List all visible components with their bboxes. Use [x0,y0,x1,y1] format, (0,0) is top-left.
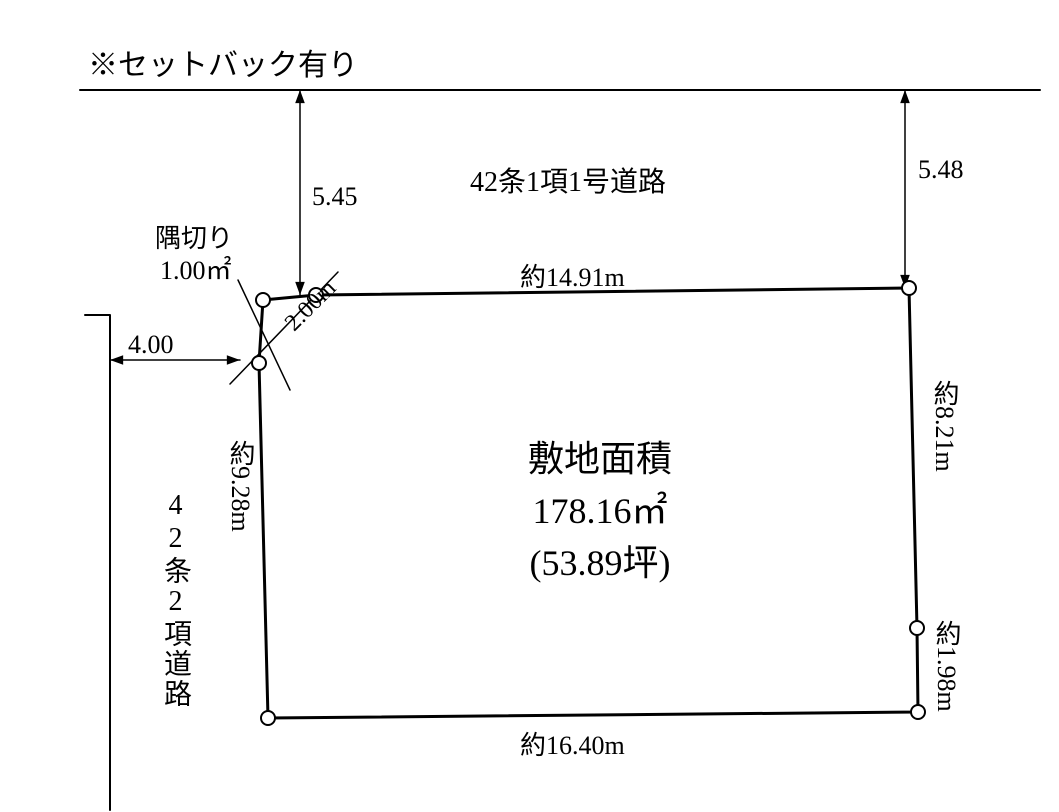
area-block: 敷地面積 178.16㎡ (53.89坪) [400,430,800,586]
area-tsubo: (53.89坪) [400,534,800,586]
corner-cut-area: 1.00㎡ [160,250,232,287]
dim-top-right: 5.48 [918,155,964,185]
dim-right-lower: 約1.98m [928,620,965,712]
note-setback: ※セットバック有り [88,40,358,84]
area-title: 敷地面積 [400,430,800,482]
dim-left-edge: 約9.28m [222,440,259,532]
road-top-label: 42条1項1号道路 [470,160,666,200]
dim-top-edge: 約14.91m [520,257,625,294]
dim-left-road: 4.00 [128,330,174,360]
dim-right-upper: 約8.21m [926,380,963,472]
area-sqm: 178.16㎡ [400,482,800,534]
dim-top-left: 5.45 [312,182,358,212]
road-left-label: 42条2項道路 [155,490,195,709]
dim-bottom-edge: 約16.40m [520,725,625,762]
